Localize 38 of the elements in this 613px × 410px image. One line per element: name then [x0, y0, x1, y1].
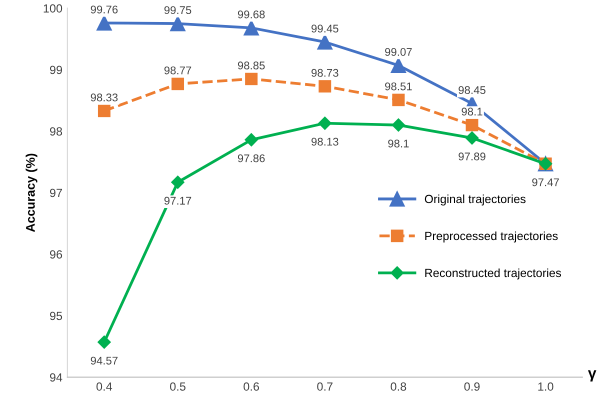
data-label: 98.45 — [458, 86, 486, 94]
data-label: 97.89 — [458, 152, 486, 160]
data-label: 97.86 — [238, 154, 265, 162]
y-axis-title: Accuracy (%) — [26, 154, 38, 232]
data-label: 98.73 — [312, 68, 338, 77]
data-label: 98.1 — [462, 108, 482, 116]
y-tick-label: 99 — [50, 66, 62, 74]
data-label: 97.47 — [532, 178, 559, 186]
x-tick-label: 0.6 — [244, 382, 260, 391]
y-tick-label: 95 — [50, 312, 62, 320]
x-tick-label: 0.8 — [390, 382, 406, 391]
data-label: 98.85 — [238, 62, 265, 70]
data-label: 99.07 — [385, 48, 412, 56]
legend-label: Original trajectories — [424, 194, 526, 206]
legend-label: Reconstructed trajectories — [425, 268, 562, 280]
data-label: 99.75 — [164, 6, 192, 14]
x-axis-title: γ — [588, 370, 596, 382]
x-tick-label: 0.4 — [96, 382, 112, 391]
y-tick-label: 98 — [50, 127, 62, 136]
x-tick-label: 0.7 — [317, 382, 333, 391]
legend-label: Preprocessed trajectories — [425, 231, 558, 242]
data-label: 98.13 — [312, 138, 338, 146]
data-label: 98.33 — [90, 94, 118, 102]
y-tick-label: 94 — [50, 373, 62, 382]
data-label: 99.45 — [312, 24, 338, 33]
data-label: 98.77 — [164, 66, 192, 74]
x-tick-label: 0.5 — [170, 382, 186, 391]
y-tick-label: 97 — [50, 188, 62, 198]
data-label: 94.57 — [90, 356, 118, 365]
data-label: 99.76 — [90, 6, 118, 14]
data-label: 98.51 — [385, 82, 412, 90]
data-label: 97.17 — [164, 196, 192, 205]
y-tick-label: 100 — [44, 4, 62, 13]
x-tick-label: 0.9 — [464, 382, 480, 391]
data-label: 98.1 — [388, 140, 409, 148]
y-tick-label: 96 — [50, 250, 62, 259]
data-label: 99.68 — [238, 10, 265, 18]
x-tick-label: 1.0 — [538, 382, 554, 391]
